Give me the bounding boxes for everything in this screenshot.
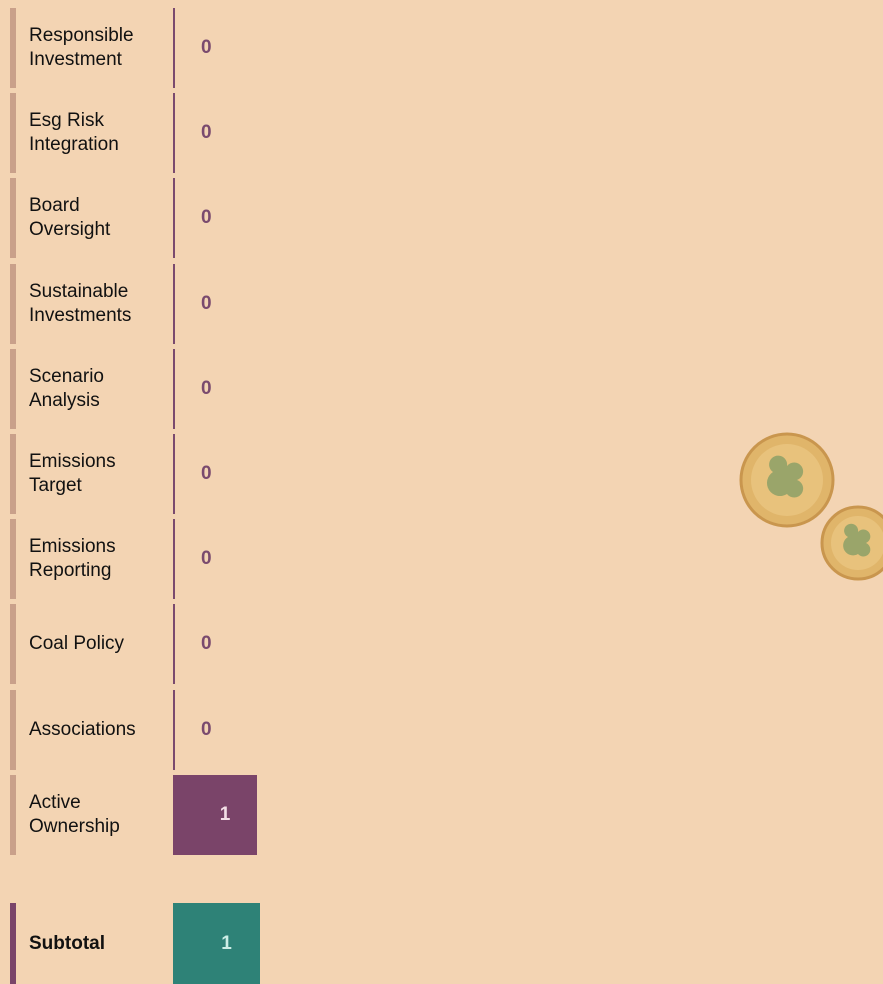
row: Active Ownership 1 (10, 774, 310, 855)
row-marker (10, 604, 16, 685)
clover (766, 455, 804, 498)
row-value: 0 (173, 93, 257, 174)
clover (843, 523, 871, 557)
row: Emissions Target 0 (10, 434, 310, 514)
row-value: 0 (173, 8, 257, 88)
row-label: Emissions Reporting (29, 536, 116, 582)
row-marker (10, 178, 16, 259)
row-label: Sustainable Investments (29, 280, 132, 326)
row-value: 0 (173, 178, 257, 259)
row-label: Associations (29, 718, 136, 740)
row-marker (10, 93, 16, 174)
row: Esg Risk Integration 0 (10, 93, 310, 174)
row-marker (10, 903, 16, 984)
row-label: Coal Policy (29, 633, 125, 655)
row-label: Responsible Investment (29, 25, 134, 70)
row: Scenario Analysis 0 (10, 348, 310, 429)
row-label: Scenario Analysis (29, 365, 104, 411)
row-value: 1 (173, 774, 257, 855)
row-label: Emissions Target (29, 451, 116, 496)
row-marker (10, 519, 16, 600)
row-value: 0 (173, 604, 257, 685)
row: Emissions Reporting 0 (10, 519, 310, 600)
row: Responsible Investment 0 (10, 8, 310, 88)
row: Coal Policy 0 (10, 604, 310, 685)
row-value: 0 (173, 263, 257, 344)
row-marker (10, 434, 16, 514)
row-marker (10, 8, 16, 88)
row-value: 0 (173, 434, 257, 514)
row-label: Active Ownership (29, 791, 120, 837)
row-marker (10, 263, 16, 344)
row: Board Oversight 0 (10, 178, 310, 259)
row-marker (10, 689, 16, 770)
row-value: 0 (173, 348, 257, 429)
row-value: 0 (173, 689, 257, 770)
row-value: 0 (173, 519, 257, 600)
row-label: Board Oversight (29, 195, 111, 241)
row-label: Subtotal (29, 932, 105, 954)
row-label: Esg Risk Integration (29, 110, 119, 156)
row: Associations 0 (10, 689, 310, 770)
row: Sustainable Investments 0 (10, 263, 310, 344)
row: Subtotal 1 (10, 903, 310, 984)
row-marker (10, 774, 16, 855)
row-marker (10, 348, 16, 429)
row-value: 1 (173, 903, 260, 984)
